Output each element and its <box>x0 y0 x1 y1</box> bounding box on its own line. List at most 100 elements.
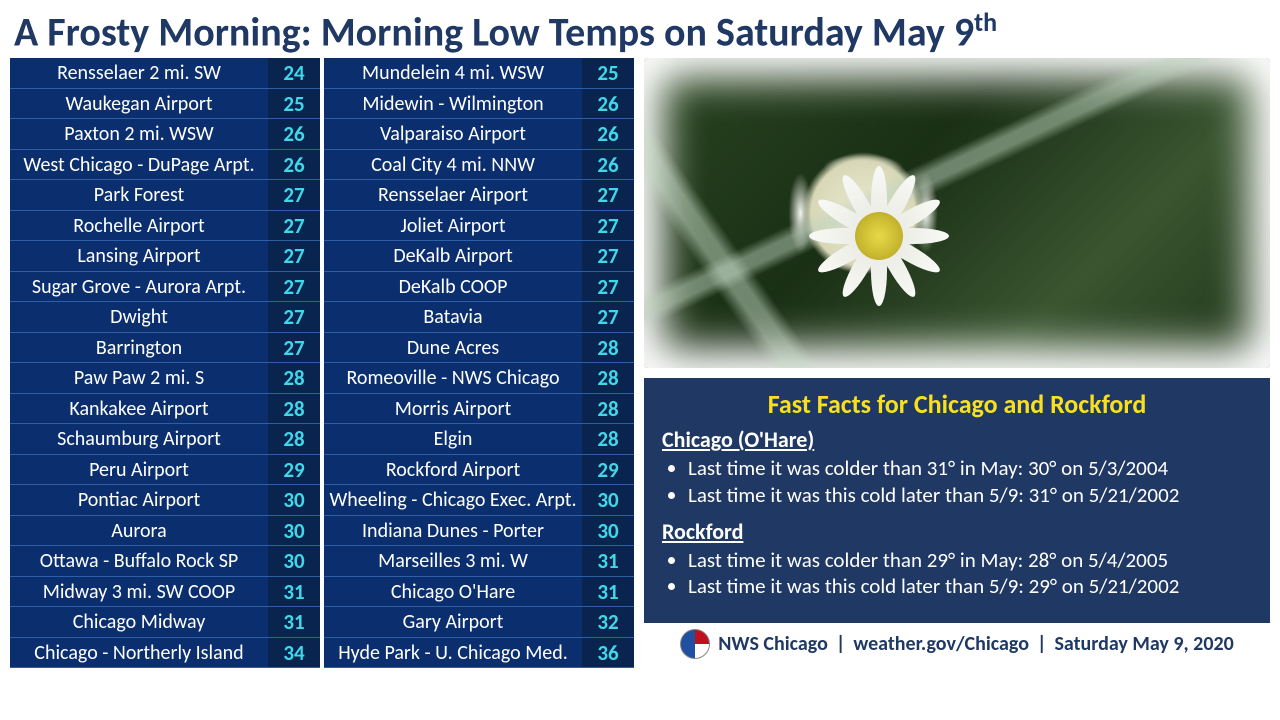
temperature-value: 27 <box>582 272 634 302</box>
facts-city-rockford: Rockford <box>662 518 1252 545</box>
temperature-value: 27 <box>582 180 634 210</box>
table-row: Rockford Airport29 <box>324 455 634 486</box>
table-row: Gary Airport32 <box>324 607 634 638</box>
fast-facts-title: Fast Facts for Chicago and Rockford <box>662 388 1252 420</box>
table-row: Elgin28 <box>324 424 634 455</box>
table-row: Hyde Park - U. Chicago Med.36 <box>324 638 634 669</box>
location-name: Chicago - Northerly Island <box>10 641 268 665</box>
location-name: Midewin - Wilmington <box>324 92 582 116</box>
table-row: Coal City 4 mi. NNW26 <box>324 150 634 181</box>
table-row: Wheeling - Chicago Exec. Arpt.30 <box>324 485 634 516</box>
table-row: Chicago O'Hare31 <box>324 577 634 608</box>
location-name: Chicago Midway <box>10 610 268 634</box>
table-row: Schaumburg Airport28 <box>10 424 320 455</box>
table-row: Chicago - Northerly Island34 <box>10 638 320 669</box>
location-name: Midway 3 mi. SW COOP <box>10 580 268 604</box>
location-name: Rensselaer 2 mi. SW <box>10 61 268 85</box>
facts-list-chicago: Last time it was colder than 31° in May:… <box>688 455 1252 508</box>
table-row: Dune Acres28 <box>324 333 634 364</box>
location-name: Chicago O'Hare <box>324 580 582 604</box>
location-name: Rochelle Airport <box>10 214 268 238</box>
temperature-value: 30 <box>582 516 634 546</box>
location-name: Valparaiso Airport <box>324 122 582 146</box>
temperature-value: 28 <box>268 363 320 393</box>
facts-item: Last time it was colder than 31° in May:… <box>688 455 1252 481</box>
temperature-table: Rensselaer 2 mi. SW24Waukegan Airport25P… <box>10 58 634 668</box>
location-name: Mundelein 4 mi. WSW <box>324 61 582 85</box>
temperature-value: 24 <box>268 58 320 88</box>
temperature-value: 31 <box>582 546 634 576</box>
temperature-value: 36 <box>582 638 634 668</box>
page-title: A Frosty Morning: Morning Low Temps on S… <box>0 0 1280 58</box>
table-row: Sugar Grove - Aurora Arpt.27 <box>10 272 320 303</box>
temperature-value: 27 <box>268 180 320 210</box>
footer-org: NWS Chicago <box>718 632 828 656</box>
facts-item: Last time it was this cold later than 5/… <box>688 573 1252 599</box>
table-row: Indiana Dunes - Porter30 <box>324 516 634 547</box>
table-row: Pontiac Airport30 <box>10 485 320 516</box>
temperature-value: 27 <box>582 241 634 271</box>
location-name: Waukegan Airport <box>10 92 268 116</box>
right-panel: Fast Facts for Chicago and Rockford Chic… <box>644 58 1270 668</box>
table-row: Ottawa - Buffalo Rock SP30 <box>10 546 320 577</box>
table-row: Joliet Airport27 <box>324 211 634 242</box>
table-row: Barrington27 <box>10 333 320 364</box>
content-area: Rensselaer 2 mi. SW24Waukegan Airport25P… <box>0 58 1280 668</box>
location-name: Wheeling - Chicago Exec. Arpt. <box>324 488 582 512</box>
location-name: DeKalb Airport <box>324 244 582 268</box>
table-row: Mundelein 4 mi. WSW25 <box>324 58 634 89</box>
temperature-value: 28 <box>582 333 634 363</box>
location-name: Batavia <box>324 305 582 329</box>
location-name: Sugar Grove - Aurora Arpt. <box>10 275 268 299</box>
temperature-value: 27 <box>268 211 320 241</box>
temperature-value: 25 <box>582 58 634 88</box>
table-row: Dwight27 <box>10 302 320 333</box>
facts-item: Last time it was this cold later than 5/… <box>688 482 1252 508</box>
location-name: Park Forest <box>10 183 268 207</box>
location-name: Romeoville - NWS Chicago <box>324 366 582 390</box>
location-name: Elgin <box>324 427 582 451</box>
temperature-value: 26 <box>582 119 634 149</box>
location-name: Hyde Park - U. Chicago Med. <box>324 641 582 665</box>
temperature-value: 29 <box>268 455 320 485</box>
nws-logo-icon <box>680 629 710 659</box>
location-name: Indiana Dunes - Porter <box>324 519 582 543</box>
facts-city-chicago: Chicago (O'Hare) <box>662 426 1252 453</box>
temperature-value: 28 <box>582 363 634 393</box>
location-name: Paxton 2 mi. WSW <box>10 122 268 146</box>
table-row: Aurora30 <box>10 516 320 547</box>
table-row: Rensselaer 2 mi. SW24 <box>10 58 320 89</box>
location-name: Aurora <box>10 519 268 543</box>
temperature-value: 27 <box>268 272 320 302</box>
temperature-value: 31 <box>268 607 320 637</box>
location-name: Schaumburg Airport <box>10 427 268 451</box>
location-name: Barrington <box>10 336 268 360</box>
location-name: Coal City 4 mi. NNW <box>324 153 582 177</box>
table-row: Romeoville - NWS Chicago28 <box>324 363 634 394</box>
temperature-value: 27 <box>582 302 634 332</box>
location-name: Lansing Airport <box>10 244 268 268</box>
temperature-value: 30 <box>268 516 320 546</box>
temperature-value: 32 <box>582 607 634 637</box>
location-name: Dwight <box>10 305 268 329</box>
temperature-value: 34 <box>268 638 320 668</box>
table-row: Paxton 2 mi. WSW26 <box>10 119 320 150</box>
temperature-value: 26 <box>582 89 634 119</box>
location-name: Rockford Airport <box>324 458 582 482</box>
facts-list-rockford: Last time it was colder than 29° in May:… <box>688 547 1252 600</box>
frost-photo <box>644 58 1270 368</box>
location-name: DeKalb COOP <box>324 275 582 299</box>
temperature-value: 26 <box>268 150 320 180</box>
temperature-value: 28 <box>268 394 320 424</box>
temperature-value: 25 <box>268 89 320 119</box>
footer-date: Saturday May 9, 2020 <box>1054 632 1233 656</box>
table-row: Rensselaer Airport27 <box>324 180 634 211</box>
title-suffix: th <box>974 6 997 38</box>
footer: NWS Chicago | weather.gov/Chicago | Satu… <box>644 629 1270 659</box>
location-name: Gary Airport <box>324 610 582 634</box>
temperature-value: 27 <box>268 241 320 271</box>
temperature-value: 30 <box>582 485 634 515</box>
table-row: Morris Airport28 <box>324 394 634 425</box>
footer-url: weather.gov/Chicago <box>853 632 1029 656</box>
temperature-value: 28 <box>582 424 634 454</box>
